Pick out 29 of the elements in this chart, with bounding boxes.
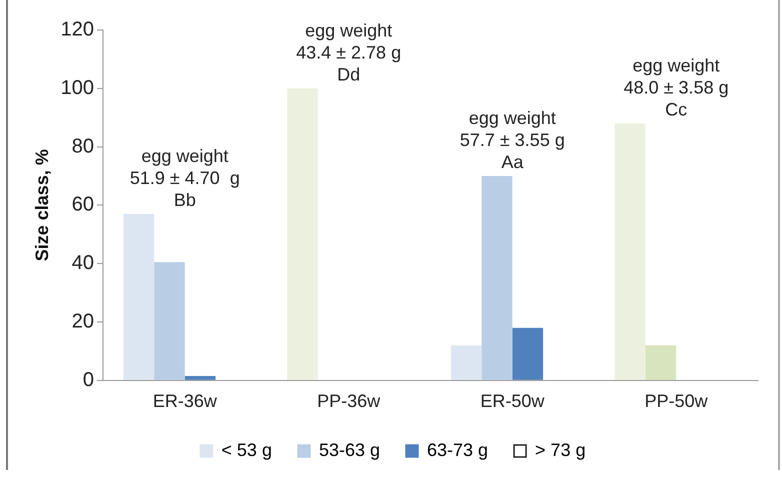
bar xyxy=(123,214,154,380)
y-tick-label: 0 xyxy=(82,368,94,391)
bar xyxy=(614,123,646,380)
annotation: egg weight 51.9 ± 4.70 g Bb xyxy=(130,146,240,210)
bar xyxy=(287,88,318,380)
bar xyxy=(512,328,544,380)
x-tick-label: PP-50w xyxy=(644,391,709,412)
y-tick-label: 80 xyxy=(72,135,94,158)
x-tick-label: ER-36w xyxy=(152,391,218,412)
legend-label: > 73 g xyxy=(535,440,586,460)
legend-label: 63-73 g xyxy=(427,440,488,460)
annotation: egg weight 43.4 ± 2.78 g Dd xyxy=(296,20,402,84)
y-tick-label: 120 xyxy=(60,18,94,41)
x-tick-label: ER-50w xyxy=(480,391,546,412)
y-axis-title: Size class, % xyxy=(32,149,52,262)
annotation: egg weight 48.0 ± 3.58 g Cc xyxy=(624,55,729,120)
y-tick-label: 100 xyxy=(60,76,94,99)
bar xyxy=(482,176,512,380)
y-tick-label: 40 xyxy=(72,252,94,274)
x-tick-label: PP-36w xyxy=(317,391,382,412)
y-tick-label: 20 xyxy=(72,310,94,333)
legend-label: 53-63 g xyxy=(318,440,380,460)
bar xyxy=(184,376,216,380)
legend-label: < 53 g xyxy=(221,440,272,460)
y-tick-label: 60 xyxy=(72,194,94,216)
annotation: egg weight 57.7 ± 3.55 g Aa xyxy=(460,108,565,172)
bar xyxy=(450,345,482,380)
bar xyxy=(645,345,676,380)
bar xyxy=(154,262,185,380)
